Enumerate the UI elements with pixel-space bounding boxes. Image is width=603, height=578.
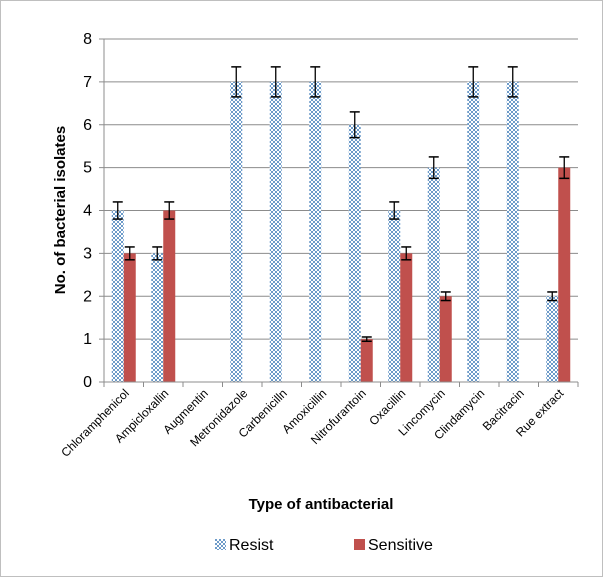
legend-swatch-resist (215, 539, 226, 550)
y-axis-title: No. of bacterial isolates (52, 126, 69, 294)
y-tick-label: 1 (83, 331, 92, 348)
bar-sensitive-6 (360, 339, 373, 382)
bar-resist-4 (269, 81, 282, 382)
bar-resist-9 (467, 81, 480, 382)
bar-resist-6 (348, 124, 361, 382)
legend-swatch-sensitive (354, 539, 365, 550)
y-tick-label: 2 (83, 288, 92, 305)
legend-label-resist: Resist (229, 537, 274, 554)
y-tick-label: 5 (83, 160, 92, 177)
legend-label-sensitive: Sensitive (368, 537, 433, 554)
bar-resist-0 (111, 210, 124, 382)
y-tick-label: 4 (83, 203, 92, 220)
bar-resist-7 (388, 210, 401, 382)
bar-resist-1 (151, 253, 164, 382)
y-tick-label: 6 (83, 117, 92, 134)
bar-resist-8 (427, 167, 440, 382)
y-tick-label: 3 (83, 245, 92, 262)
x-axis-title: Type of antibacterial (249, 496, 394, 513)
bar-resist-3 (230, 81, 243, 382)
bar-sensitive-7 (400, 253, 413, 382)
y-tick-label: 7 (83, 74, 92, 91)
y-tick-label: 0 (83, 374, 92, 391)
bar-sensitive-8 (439, 296, 452, 382)
bar-sensitive-11 (558, 167, 571, 382)
bar-sensitive-1 (163, 210, 176, 382)
legend: Resist Sensitive (215, 537, 433, 554)
x-tick-label: Chloramphenicol (58, 386, 132, 460)
bar-resist-11 (546, 296, 559, 382)
y-tick-label: 8 (83, 31, 92, 48)
bar-resist-5 (309, 81, 322, 382)
bar-resist-10 (506, 81, 519, 382)
bar-sensitive-0 (123, 253, 136, 382)
